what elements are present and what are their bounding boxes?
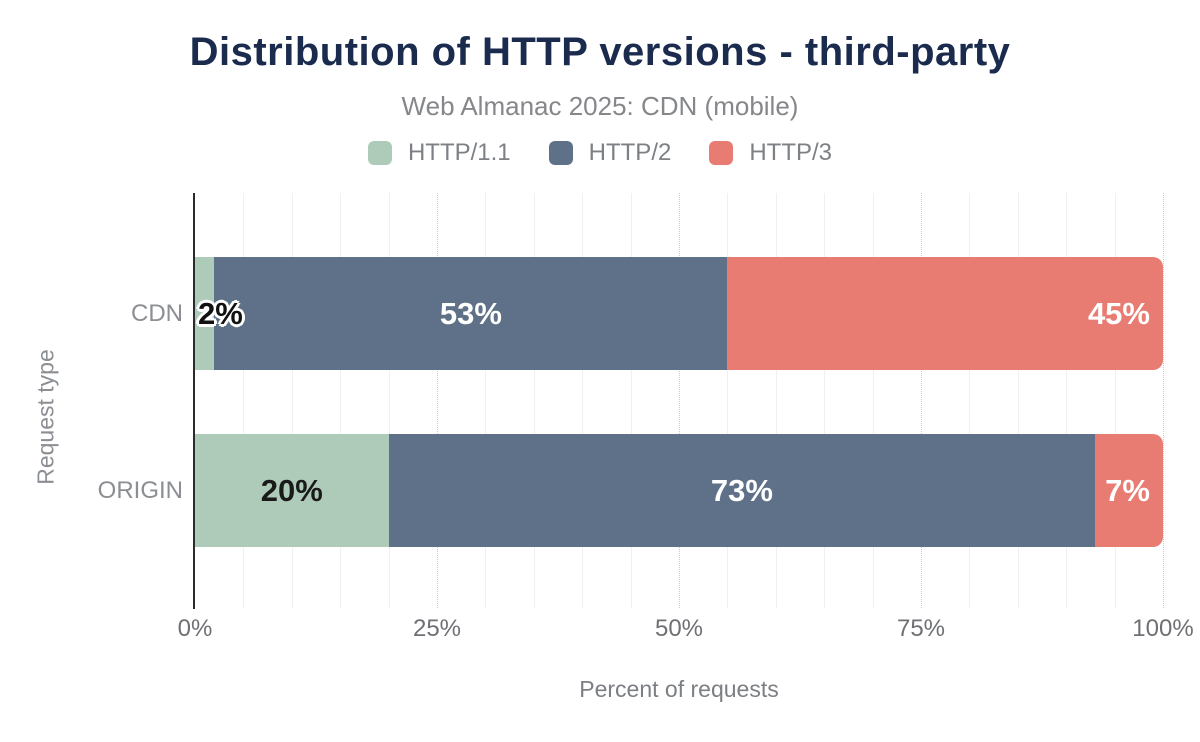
x-axis-title: Percent of requests [579, 676, 779, 702]
category-label-cdn: CDN [131, 299, 183, 327]
chart-subtitle: Web Almanac 2025: CDN (mobile) [401, 91, 799, 121]
minor-gridline [533, 193, 535, 608]
x-tick-label-25: 25% [412, 615, 462, 642]
bar-segment-origin-http-1-1[interactable]: 20% [195, 434, 389, 547]
category-label-origin: ORIGIN [97, 476, 183, 504]
bar-segment-cdn-http-1-1[interactable]: 2% [195, 257, 243, 370]
bar-segment-origin-http-3[interactable]: 7% [1095, 434, 1163, 547]
legend-label: HTTP/3 [749, 139, 833, 166]
x-tick-label-75: 75% [896, 615, 946, 642]
bar-segment-cdn-http-3[interactable]: 45% [727, 257, 1163, 370]
major-gridline [679, 193, 680, 608]
minor-gridline [485, 193, 487, 608]
minor-gridline [582, 193, 584, 608]
minor-gridline [775, 193, 777, 608]
plot-area: 2% 53% 45% 20% 73% 7% [195, 193, 1164, 608]
minor-gridline [872, 193, 874, 608]
minor-gridline [630, 193, 632, 608]
minor-gridline [727, 193, 729, 608]
minor-gridline [824, 193, 826, 608]
minor-gridline [1114, 193, 1116, 608]
legend-swatch-http-1-1 [367, 141, 392, 165]
legend-label: HTTP/2 [588, 139, 672, 166]
legend-label: HTTP/1.1 [407, 139, 511, 166]
minor-gridline [969, 193, 971, 608]
bar-value-label: 2% [198, 296, 243, 331]
legend-swatch-http-3 [709, 141, 734, 165]
x-tick-label-0: 0% [177, 615, 213, 642]
bar-row-cdn: 2% 53% 45% [195, 257, 1163, 370]
bar-value-label: 7% [1105, 473, 1150, 508]
y-axis-title: Request type [32, 349, 59, 485]
bar-row-origin: 20% 73% 7% [195, 434, 1163, 547]
major-gridline [1163, 193, 1164, 608]
legend: HTTP/1.1 HTTP/2 HTTP/3 [0, 139, 1200, 167]
bar-segment-cdn-http-2[interactable]: 53% [214, 257, 728, 370]
major-gridline [921, 193, 922, 608]
legend-swatch-http-2 [548, 141, 573, 165]
minor-gridline [291, 193, 293, 608]
minor-gridline [1066, 193, 1068, 608]
minor-gridline [1017, 193, 1019, 608]
chart-title: Distribution of HTTP versions - third-pa… [189, 30, 1011, 74]
bar-value-label: 73% [710, 473, 773, 508]
minor-gridline [340, 193, 342, 608]
bar-value-label: 45% [1087, 296, 1150, 331]
legend-item-http-1-1[interactable]: HTTP/1.1 [367, 139, 511, 167]
legend-item-http-3[interactable]: HTTP/3 [709, 139, 832, 167]
legend-item-http-2[interactable]: HTTP/2 [548, 139, 672, 167]
minor-gridline [388, 193, 390, 608]
bar-value-label: 20% [260, 473, 323, 508]
minor-gridline [243, 193, 245, 608]
bar-segment-origin-http-2[interactable]: 73% [388, 434, 1096, 547]
x-tick-label-50: 50% [654, 615, 704, 642]
major-gridline [437, 193, 438, 608]
bar-value-label: 53% [439, 296, 502, 331]
y-axis-line [193, 193, 195, 609]
x-tick-label-100: 100% [1132, 615, 1194, 642]
